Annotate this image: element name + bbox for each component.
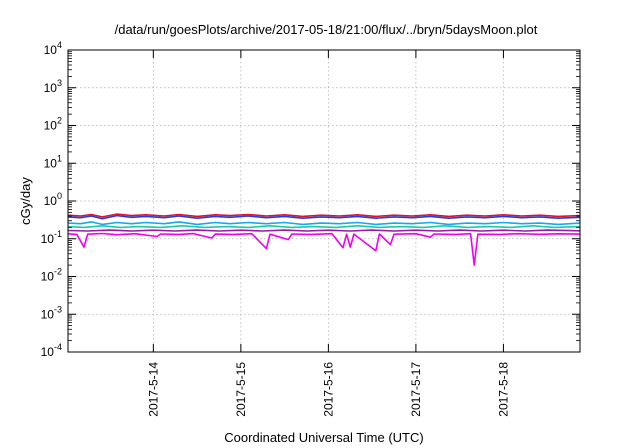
y-tick-exponent: 4 [57,40,62,50]
series-line-6 [67,232,581,266]
series-line-1 [67,213,581,218]
y-tick-base: 10 [41,345,55,359]
x-tick-label: 2017-5-15 [234,362,248,417]
y-tick-exponent: -1 [54,229,62,239]
y-tick-base: 10 [44,43,58,57]
y-tick-exponent: 2 [57,116,62,126]
y-tick-exponent: -3 [54,304,62,314]
x-axis-label: Coordinated Universal Time (UTC) [224,430,423,445]
y-tick-base: 10 [41,307,55,321]
x-tick-label: 2017-5-14 [146,362,160,417]
y-tick-base: 10 [44,194,58,208]
y-tick-label: 103 [44,78,62,95]
x-tick-label: 2017-5-17 [409,362,423,417]
series-line-5 [67,229,581,232]
series-line-2 [67,214,581,220]
series-line-3 [67,221,581,226]
y-tick-label: 10-2 [41,267,62,284]
y-tick-exponent: 1 [57,153,62,163]
y-tick-label: 102 [44,116,62,133]
y-tick-base: 10 [44,156,58,170]
chart-title: /data/run/goesPlots/archive/2017-05-18/2… [115,22,538,37]
y-tick-base: 10 [41,270,55,284]
y-tick-label: 10-4 [41,342,62,359]
y-tick-base: 10 [44,81,58,95]
y-tick-base: 10 [44,119,58,133]
x-tick-label: 2017-5-16 [321,362,335,417]
y-tick-label: 10-3 [41,304,62,321]
y-tick-exponent: 0 [57,191,62,201]
y-tick-label: 101 [44,153,62,170]
y-tick-label: 100 [44,191,62,208]
ticks: 10-410-310-210-11001011021031042017-5-14… [41,40,580,417]
y-tick-exponent: -4 [54,342,62,352]
series-group [67,213,581,266]
series-line-4 [67,225,581,229]
y-tick-exponent: -2 [54,267,62,277]
y-tick-base: 10 [41,232,55,246]
x-tick-label: 2017-5-18 [496,362,510,417]
grid [68,50,580,352]
y-tick-label: 10-1 [41,229,62,246]
y-tick-exponent: 3 [57,78,62,88]
y-tick-label: 104 [44,40,62,57]
y-axis-label: cGy/day [18,177,33,225]
